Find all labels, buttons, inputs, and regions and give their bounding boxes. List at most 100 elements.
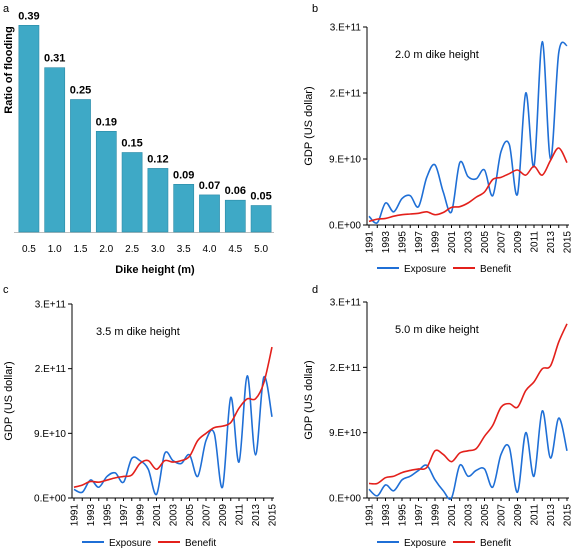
x-tick-label: 2007 <box>497 231 508 254</box>
bar-value-label: 0.09 <box>173 169 194 181</box>
series-line-benefit <box>368 323 568 485</box>
x-tick-label: 2009 <box>513 504 524 527</box>
dike-height-annotation: 5.0 m dike height <box>395 324 479 336</box>
x-tick-label: 1997 <box>414 504 425 527</box>
x-tick-label: 1995 <box>103 504 114 527</box>
x-tick-label: 1993 <box>381 504 392 527</box>
x-tick-label: 0.5 <box>22 244 36 255</box>
x-tick-label: 4.5 <box>228 244 242 255</box>
x-tick-label: 2003 <box>464 504 475 527</box>
legend-label-benefit: Benefit <box>185 538 216 549</box>
y-tick-label: 2.E+11 <box>35 364 67 375</box>
bar-0.5 <box>18 24 40 233</box>
x-tick-label: 2005 <box>480 504 491 527</box>
x-tick-label: 2015 <box>563 231 574 254</box>
series-line-exposure <box>368 410 568 500</box>
bar-value-label: 0.07 <box>199 180 220 192</box>
bar-1.5 <box>70 99 91 233</box>
bar-value-label: 0.12 <box>147 153 168 165</box>
x-tick-label: 1999 <box>431 504 442 527</box>
panel-letter-b: b <box>312 3 318 15</box>
x-tick-label: 2011 <box>235 504 246 526</box>
x-tick-label: 2015 <box>563 504 574 527</box>
x-tick-label: 1.0 <box>48 244 62 255</box>
x-tick-label: 2013 <box>251 504 262 527</box>
x-tick-label: 1993 <box>86 504 97 527</box>
series-line-benefit <box>73 346 273 488</box>
bar-value-label: 0.19 <box>96 116 117 128</box>
panel-letter-a: a <box>3 3 10 15</box>
bar-1.0 <box>44 67 66 233</box>
legend-label-benefit: Benefit <box>480 538 511 549</box>
bar-4.0 <box>199 194 220 233</box>
x-tick-label: 2001 <box>152 504 163 527</box>
legend-label-exposure: Exposure <box>404 538 447 549</box>
bar-value-label: 0.06 <box>225 185 246 197</box>
y-tick-label: 9.E+10 <box>34 429 66 440</box>
x-tick-label: 2013 <box>546 231 557 254</box>
y-axis-title: Ratio of flooding <box>3 26 15 113</box>
x-tick-label: 2007 <box>202 504 213 527</box>
x-tick-label: 1993 <box>381 231 392 254</box>
x-tick-label: 2011 <box>530 504 541 526</box>
x-tick-label: 2007 <box>497 504 508 527</box>
x-tick-label: 1995 <box>398 504 409 527</box>
y-tick-label: 0.E+00 <box>329 221 361 232</box>
bar-value-label: 0.25 <box>70 85 91 97</box>
x-tick-label: 3.0 <box>151 244 165 255</box>
series-line-benefit <box>368 147 568 223</box>
bar-4.5 <box>224 199 246 233</box>
panel-letter-d: d <box>312 284 318 296</box>
bar-2.5 <box>121 152 143 233</box>
x-tick-label: 5.0 <box>254 244 268 255</box>
bar-2.0 <box>95 131 117 233</box>
x-tick-label: 2.5 <box>125 244 139 255</box>
x-tick-label: 2.0 <box>99 244 113 255</box>
x-tick-label: 1991 <box>365 231 376 254</box>
bar-value-label: 0.05 <box>250 191 271 203</box>
y-axis-title: GDP (US dollar) <box>3 361 15 440</box>
dike-height-annotation: 3.5 m dike height <box>96 326 180 338</box>
bar-value-label: 0.15 <box>121 138 142 150</box>
bar-value-label: 0.39 <box>18 10 39 22</box>
y-tick-label: 2.E+11 <box>330 89 362 100</box>
x-tick-label: 1999 <box>431 231 442 254</box>
x-tick-label: 1991 <box>70 504 81 527</box>
y-tick-label: 9.E+10 <box>329 428 361 439</box>
dike-height-annotation: 2.0 m dike height <box>395 49 479 61</box>
legend-label-exposure: Exposure <box>404 264 447 275</box>
x-tick-label: 3.5 <box>177 244 191 255</box>
bar-3.0 <box>147 168 169 233</box>
series-line-exposure <box>73 375 273 496</box>
x-tick-label: 2009 <box>513 231 524 254</box>
panel-letter-c: c <box>3 284 9 296</box>
bar-value-label: 0.31 <box>44 53 65 65</box>
x-tick-label: 1.5 <box>74 244 88 255</box>
y-axis-title: GDP (US dollar) <box>303 360 315 439</box>
x-tick-label: 2005 <box>480 231 491 254</box>
x-tick-label: 1991 <box>365 504 376 527</box>
y-tick-label: 3.E+11 <box>330 298 362 309</box>
y-tick-label: 2.E+11 <box>330 363 362 374</box>
x-tick-label: 2001 <box>447 504 458 527</box>
x-tick-label: 4.0 <box>203 244 217 255</box>
x-tick-label: 2005 <box>185 504 196 527</box>
legend-label-exposure: Exposure <box>109 538 152 549</box>
x-tick-label: 2003 <box>169 504 180 527</box>
x-tick-label: 1997 <box>414 231 425 254</box>
x-tick-label: 1995 <box>398 231 409 254</box>
x-tick-label: 2013 <box>546 504 557 527</box>
y-tick-label: 3.E+11 <box>330 23 362 34</box>
x-tick-label: 2009 <box>218 504 229 527</box>
x-tick-label: 1997 <box>119 504 130 527</box>
y-axis-title: GDP (US dollar) <box>303 86 315 165</box>
x-tick-label: 2001 <box>447 231 458 254</box>
x-tick-label: 2003 <box>464 231 475 254</box>
x-tick-label: 1999 <box>136 504 147 527</box>
bar-3.5 <box>173 184 195 233</box>
x-axis-title: Dike height (m) <box>115 264 195 276</box>
y-tick-label: 0.E+00 <box>329 494 361 505</box>
bar-5.0 <box>250 205 272 233</box>
y-tick-label: 9.E+10 <box>329 155 361 166</box>
